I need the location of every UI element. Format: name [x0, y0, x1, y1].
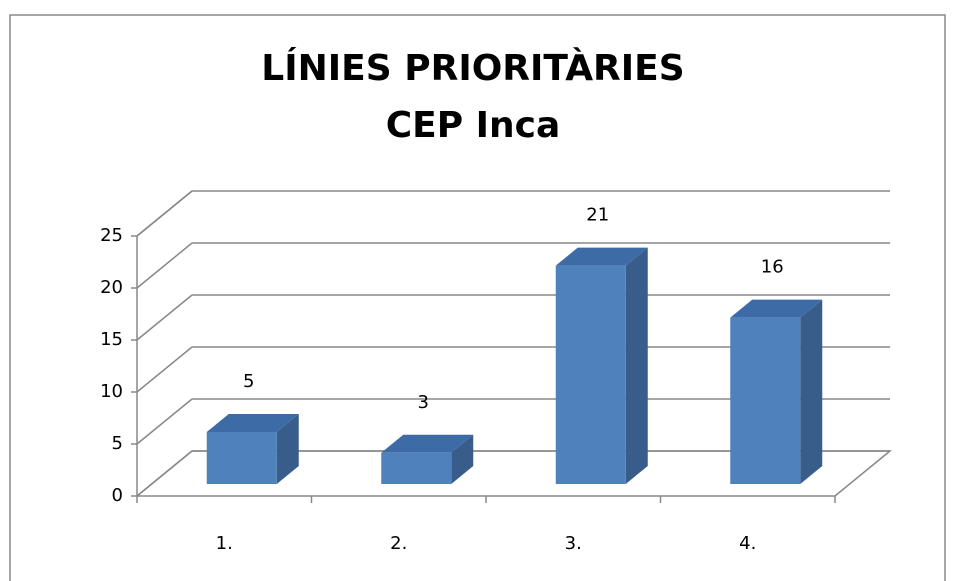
y-tick-label: 10 — [100, 381, 123, 402]
bar-front — [206, 432, 277, 484]
chart-subtitle: CEP Inca — [386, 105, 561, 146]
chart-title: LÍNIES PRIORITÀRIES — [261, 47, 684, 89]
value-label: 5 — [243, 371, 254, 392]
y-tick-label: 25 — [100, 225, 123, 246]
bar-front — [555, 265, 626, 484]
x-tick-label: 4. — [739, 533, 756, 554]
bar-top — [730, 299, 823, 318]
bar-side — [451, 434, 474, 484]
bar-front — [730, 317, 801, 484]
bar-top — [381, 434, 474, 453]
value-label: 3 — [418, 392, 429, 413]
bar — [381, 434, 474, 484]
x-tick-label: 2. — [390, 533, 407, 554]
y-tick-label: 15 — [100, 329, 123, 350]
bar-top — [555, 247, 648, 266]
grid-line — [136, 346, 193, 393]
bar-front — [381, 452, 452, 484]
bar-side — [625, 247, 648, 484]
y-tick-label: 20 — [100, 277, 123, 298]
grid-line — [136, 190, 193, 237]
bar-side — [800, 299, 823, 484]
y-tick-label: 5 — [112, 433, 123, 454]
x-tick-label: 3. — [565, 533, 582, 554]
bar — [555, 247, 648, 484]
bar — [206, 414, 299, 484]
bar — [730, 299, 823, 484]
value-label: 16 — [761, 257, 784, 278]
grid-line — [136, 398, 193, 445]
grid-line — [136, 450, 193, 497]
grid-line — [136, 294, 193, 341]
grid-line — [136, 242, 193, 289]
value-label: 21 — [586, 205, 609, 226]
x-tick-label: 1. — [216, 533, 233, 554]
bar-side — [276, 414, 299, 484]
bar-top — [206, 414, 299, 432]
chart-border — [9, 14, 946, 581]
y-tick-label: 0 — [112, 485, 123, 506]
